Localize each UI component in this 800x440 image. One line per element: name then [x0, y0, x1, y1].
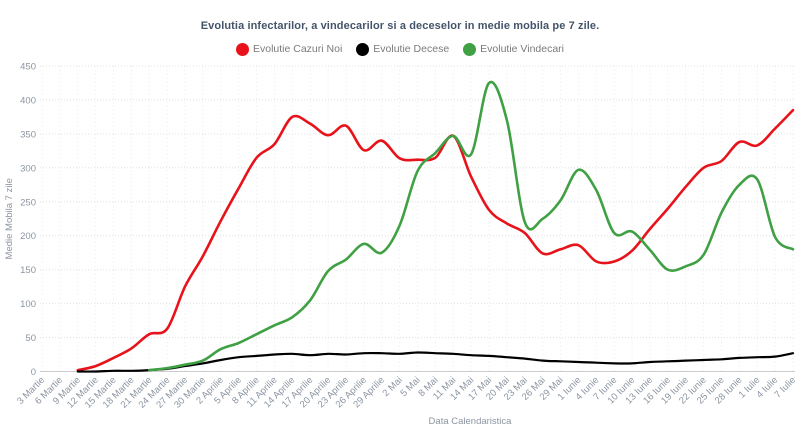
svg-text:0: 0: [31, 367, 36, 378]
vertical-gridlines: [41, 66, 794, 372]
chart-legend: Evolutie Cazuri Noi Evolutie Decese Evolut…: [0, 40, 800, 58]
legend-swatch-evolutie-decese: [356, 42, 370, 56]
svg-text:2 Mai: 2 Mai: [381, 375, 405, 399]
legend-item-evolutie-cazuri-noi[interactable]: Evolutie Cazuri Noi: [235, 42, 343, 56]
series-line-evolutie-decese: [76, 351, 795, 373]
legend-swatch-evolutie-cazuri-noi: [235, 42, 249, 56]
legend-item-evolutie-decese[interactable]: Evolutie Decese: [356, 42, 450, 56]
series-line-evolutie-vindecari: [148, 80, 795, 372]
svg-text:100: 100: [20, 299, 36, 310]
legend-swatch-evolutie-vindecari: [463, 42, 477, 56]
series-line-evolutie-cazuri-noi: [76, 108, 795, 372]
legend-label-evolutie-cazuri-noi: Evolutie Cazuri Noi: [252, 43, 343, 55]
svg-text:5 Mai: 5 Mai: [398, 375, 422, 399]
svg-text:400: 400: [20, 95, 36, 106]
svg-text:200: 200: [20, 231, 36, 242]
x-axis-title: Data Calendaristica: [429, 416, 513, 427]
svg-text:150: 150: [20, 265, 36, 276]
legend-label-evolutie-vindecari: Evolutie Vindecari: [480, 43, 565, 55]
legend-item-evolutie-vindecari[interactable]: Evolutie Vindecari: [463, 42, 565, 56]
svg-text:450: 450: [20, 62, 36, 73]
svg-text:300: 300: [20, 163, 36, 174]
legend-label-evolutie-decese: Evolutie Decese: [373, 43, 450, 55]
svg-text:50: 50: [25, 333, 36, 344]
svg-text:250: 250: [20, 197, 36, 208]
y-axis-title: Medie Mobila 7 zile: [4, 178, 15, 259]
y-axis-tick-labels: 0 50 100 150 200 250 300 350 400 450: [20, 62, 36, 379]
chart-title: Evolutia infectarilor, a vindecarilor si…: [200, 20, 600, 32]
svg-text:350: 350: [20, 129, 36, 140]
